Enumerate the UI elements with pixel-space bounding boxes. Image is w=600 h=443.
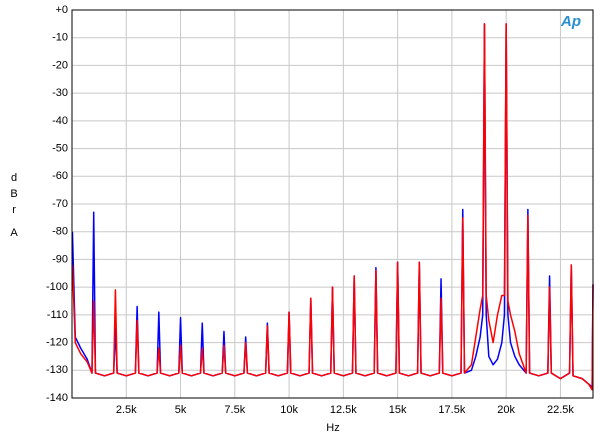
x-tick-label: 2.5k xyxy=(116,404,137,416)
x-tick-label: 10k xyxy=(280,404,298,416)
x-tick-label: 20k xyxy=(497,404,515,416)
y-tick-label: -100 xyxy=(46,281,68,293)
series-line xyxy=(71,23,594,391)
y-tick-label: -90 xyxy=(52,253,68,265)
y-tick-label: -60 xyxy=(52,170,68,182)
x-tick-label: 15k xyxy=(389,404,407,416)
logo: Ap xyxy=(560,13,581,30)
y-tick-label: -50 xyxy=(52,142,68,154)
x-tick-label: 12.5k xyxy=(330,404,357,416)
y-tick-label: -80 xyxy=(52,226,68,238)
y-tick-label: -130 xyxy=(46,364,68,376)
y-tick-label: +0 xyxy=(55,4,68,16)
x-tick-label: 5k xyxy=(175,404,187,416)
y-tick-label: -70 xyxy=(52,198,68,210)
plot-border xyxy=(71,9,594,399)
y-tick-label: -120 xyxy=(46,336,68,348)
x-tick-label: 7.5k xyxy=(224,404,245,416)
y-tick-label: -30 xyxy=(52,87,68,99)
y-tick-label: -40 xyxy=(52,115,68,127)
x-tick-label: 22.5k xyxy=(547,404,574,416)
y-axis-label: dBr xyxy=(8,172,20,220)
y-axis-unit: A xyxy=(10,227,18,239)
y-tick-label: -10 xyxy=(52,32,68,44)
x-axis-label: Hz xyxy=(326,422,339,434)
x-tick-label: 17.5k xyxy=(438,404,465,416)
y-tick-label: -20 xyxy=(52,59,68,71)
y-tick-label: -140 xyxy=(46,392,68,404)
y-tick-label: -110 xyxy=(47,309,68,321)
